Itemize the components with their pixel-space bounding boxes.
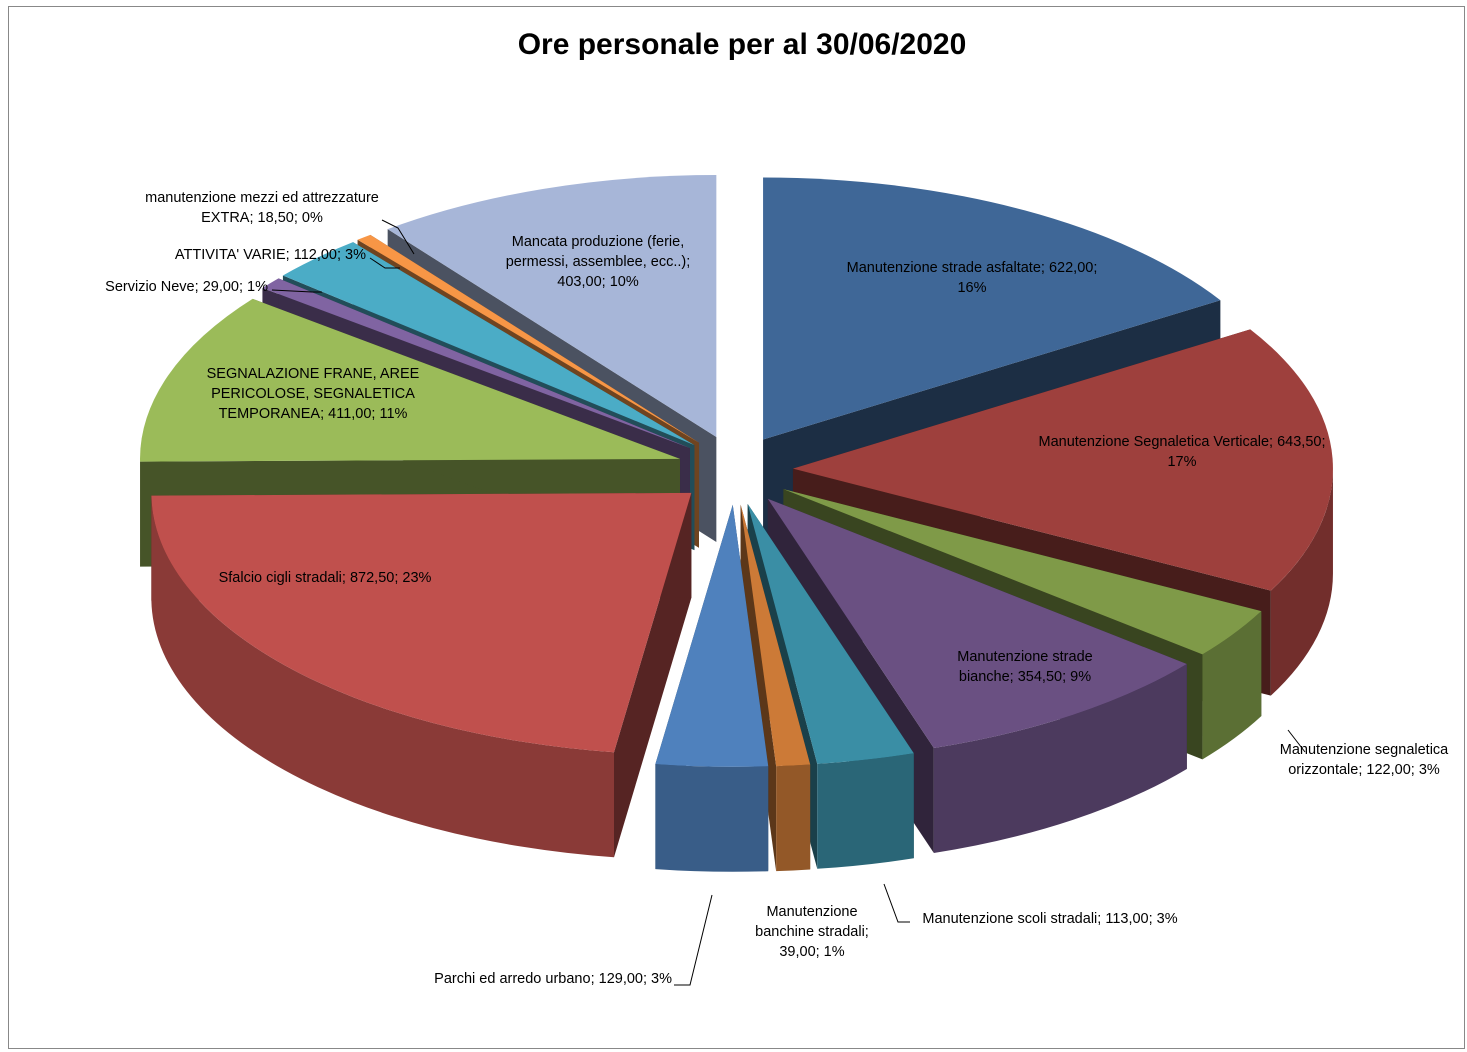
slice xyxy=(783,489,1262,655)
data-label: Manutenzione strade bianche; 354,50; 9% xyxy=(930,647,1120,687)
data-label: Parchi ed arredo urbano; 129,00; 3% xyxy=(352,969,672,989)
data-label: Manutenzione Segnaletica Verticale; 643,… xyxy=(1027,432,1337,472)
slice xyxy=(151,492,692,753)
label-separator: ; xyxy=(1358,762,1367,778)
label-value: 403,00; 10% xyxy=(557,274,639,290)
label-value: 129,00; 3% xyxy=(598,971,672,987)
leader-lines xyxy=(271,219,1306,986)
label-category: Parchi ed arredo urbano xyxy=(434,971,591,987)
data-label: manutenzione mezzi ed attrezzature EXTRA… xyxy=(137,188,387,228)
label-value: 411,00; 11% xyxy=(328,406,408,422)
data-label: SEGNALAZIONE FRANE, AREE PERICOLOSE, SEG… xyxy=(198,364,428,424)
label-category: Manutenzione scoli stradali xyxy=(922,911,1098,927)
leader-line xyxy=(381,219,415,255)
slice-side xyxy=(933,663,1187,854)
label-category: Servizio Neve xyxy=(105,279,195,295)
label-value: 29,00; 1% xyxy=(202,279,268,295)
label-value: 18,50; 0% xyxy=(257,210,323,226)
label-separator: ; xyxy=(686,254,691,270)
label-separator: ; xyxy=(590,971,599,987)
label-category: Manutenzione strade asfaltate xyxy=(846,260,1041,276)
slice xyxy=(747,503,914,764)
slice xyxy=(262,278,690,449)
label-separator: ; xyxy=(285,247,294,263)
label-separator: ; xyxy=(1040,260,1049,276)
label-separator: ; xyxy=(1009,669,1018,685)
leader-line xyxy=(1287,729,1306,753)
label-value: 643,50; 17% xyxy=(1167,434,1326,470)
slice-side xyxy=(1270,468,1333,696)
label-value: 354,50; 9% xyxy=(1017,669,1092,685)
label-category: ATTIVITA' VARIE xyxy=(174,247,286,263)
label-separator: ; xyxy=(341,570,350,586)
leader-line xyxy=(271,289,322,293)
slice-side xyxy=(655,764,769,872)
label-value: 622,00; 16% xyxy=(957,260,1098,296)
label-value: 122,00; 3% xyxy=(1366,762,1440,778)
label-separator: ; xyxy=(249,210,258,226)
slice xyxy=(767,498,1187,749)
leader-line xyxy=(369,257,400,269)
slice xyxy=(655,504,769,767)
label-separator: ; xyxy=(320,406,329,422)
data-label: ATTIVITA' VARIE; 112,00; 3% xyxy=(106,245,366,265)
data-label: Sfalcio cigli stradali; 872,50; 23% xyxy=(175,568,475,588)
pie-tops xyxy=(140,175,1333,767)
label-separator: ; xyxy=(864,924,869,940)
label-category: SEGNALAZIONE FRANE, AREE PERICOLOSE, SEG… xyxy=(206,366,420,422)
data-label: Manutenzione strade asfaltate; 622,00; 1… xyxy=(837,258,1107,298)
slice-side xyxy=(817,753,914,869)
label-category: Manutenzione strade bianche xyxy=(957,649,1093,685)
slice xyxy=(792,329,1333,591)
label-category: Mancata produzione (ferie, permessi, ass… xyxy=(505,234,687,270)
label-category: manutenzione mezzi ed attrezzature EXTRA xyxy=(145,190,379,226)
label-category: Sfalcio cigli stradali xyxy=(218,570,342,586)
slice xyxy=(357,234,700,443)
label-category: Manutenzione Segnaletica Verticale xyxy=(1038,434,1270,450)
label-value: 112,00; 3% xyxy=(293,247,366,263)
label-separator: ; xyxy=(1269,434,1278,450)
slice xyxy=(140,298,681,462)
data-label: Manutenzione segnaletica orizzontale; 12… xyxy=(1269,740,1459,780)
data-label: Servizio Neve; 29,00; 1% xyxy=(28,277,268,297)
data-label: Manutenzione scoli stradali; 113,00; 3% xyxy=(900,909,1200,929)
slice-side xyxy=(151,495,614,858)
data-label: Manutenzione banchine stradali; 39,00; 1… xyxy=(737,902,887,962)
label-value: 39,00; 1% xyxy=(779,944,845,960)
leader-line xyxy=(674,894,713,986)
slice xyxy=(763,177,1221,440)
label-separator: ; xyxy=(1097,911,1106,927)
label-value: 872,50; 23% xyxy=(349,570,432,586)
slice xyxy=(387,175,717,438)
label-value: 113,00; 3% xyxy=(1105,911,1178,927)
chart-title: Ore personale per al 30/06/2020 xyxy=(518,28,967,61)
label-separator: ; xyxy=(194,279,203,295)
label-category: Manutenzione segnaletica orizzontale xyxy=(1279,742,1449,778)
label-category: Manutenzione banchine stradali xyxy=(755,904,865,940)
slice xyxy=(740,504,811,767)
data-label: Mancata produzione (ferie, permessi, ass… xyxy=(483,232,713,292)
slice-side xyxy=(1202,611,1262,760)
slice xyxy=(282,242,695,446)
leader-line xyxy=(883,883,910,923)
slice-side xyxy=(776,764,811,872)
